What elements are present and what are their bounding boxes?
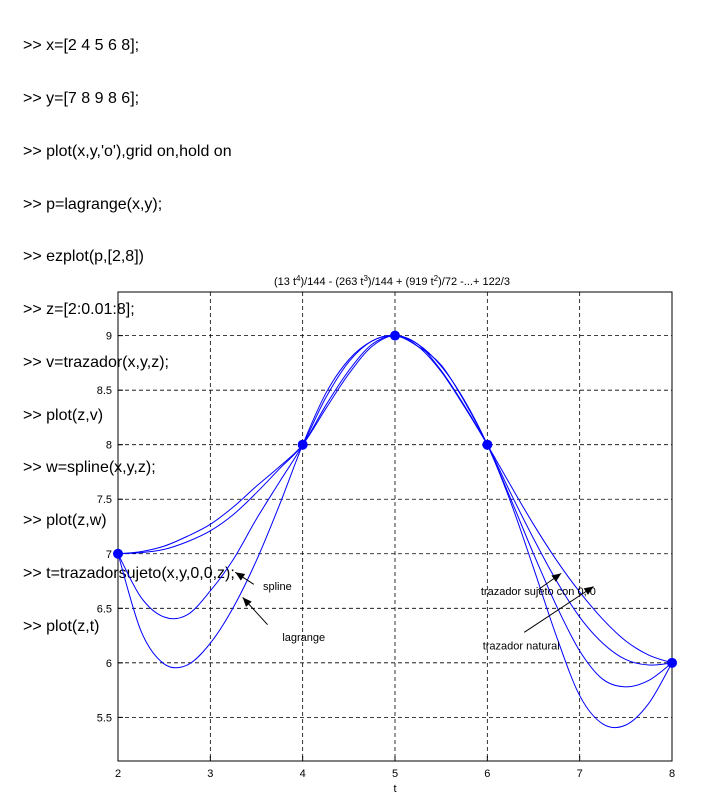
x-tick-label: 6: [484, 768, 490, 780]
command-window-code: >> x=[2 4 5 6 8]; >> y=[7 8 9 8 6]; >> p…: [23, 2, 235, 653]
annotation-arrowhead: [551, 573, 562, 582]
code-line: >> v=trazador(x,y,z);: [23, 353, 169, 371]
code-line: >> z=[2:0.01:8];: [23, 301, 135, 319]
annotation-arrowhead: [583, 586, 594, 595]
x-tick-label: 7: [577, 768, 583, 780]
code-line: >> plot(z,w): [23, 512, 107, 530]
data-point: [113, 548, 123, 559]
code-line: >> plot(z,v): [23, 406, 104, 424]
x-tick-label: 3: [207, 768, 213, 780]
y-tick-label: 7.5: [97, 494, 112, 506]
code-line: >> w=spline(x,y,z);: [23, 459, 156, 477]
code-line: >> plot(x,y,'o'),grid on,hold on: [23, 142, 232, 160]
code-line: >> t=trazadorsujeto(x,y,0,0,z);: [23, 565, 235, 582]
data-point: [390, 330, 400, 341]
code-line: >> p=lagrange(x,y);: [23, 195, 163, 213]
y-tick-label: 8: [106, 440, 112, 452]
code-line: >> ezplot(p,[2,8]): [23, 248, 144, 266]
x-tick-label: 2: [115, 768, 121, 780]
grid: [118, 292, 672, 761]
y-tick-label: 6: [106, 658, 112, 670]
annotation-arrowhead: [235, 572, 246, 581]
data-point: [482, 439, 493, 450]
code-line: >> y=[7 8 9 8 6];: [23, 89, 140, 107]
x-tick-label: 8: [669, 768, 675, 780]
annotation-label: spline: [263, 581, 292, 593]
x-tick-label: 5: [392, 768, 398, 780]
annotation-label: trazador natural: [483, 641, 560, 653]
y-tick-label: 6.5: [97, 603, 112, 615]
x-tick-label: 4: [300, 768, 306, 780]
code-line: >> x=[2 4 5 6 8];: [23, 37, 140, 55]
data-points: [113, 330, 677, 668]
annotation-label: lagrange: [282, 632, 325, 644]
annotation-arrowhead: [242, 597, 252, 607]
annotation-label: trazador sujeto con 0, 0: [481, 586, 596, 598]
y-tick-label: 7: [106, 549, 112, 561]
x-axis-label: t: [393, 783, 396, 795]
annotation-arrow: [523, 586, 594, 633]
y-tick-label: 8.5: [97, 385, 112, 397]
annotations: spline lagrange trazador sujeto con 0, 0 tr…: [234, 571, 596, 653]
axis-ticks: 2 3 4 5 6 7 8 5.5 6 6.5 7 7.5 8 8.5 9: [97, 331, 675, 780]
data-point: [667, 657, 677, 668]
data-point: [297, 439, 308, 450]
y-tick-label: 5.5: [97, 712, 112, 724]
y-tick-label: 9: [106, 331, 112, 343]
chart-title: (13 t4)/144 - (263 t3)/144 + (919 t2)/72…: [274, 274, 510, 288]
code-line: >> plot(z,t): [23, 617, 100, 635]
